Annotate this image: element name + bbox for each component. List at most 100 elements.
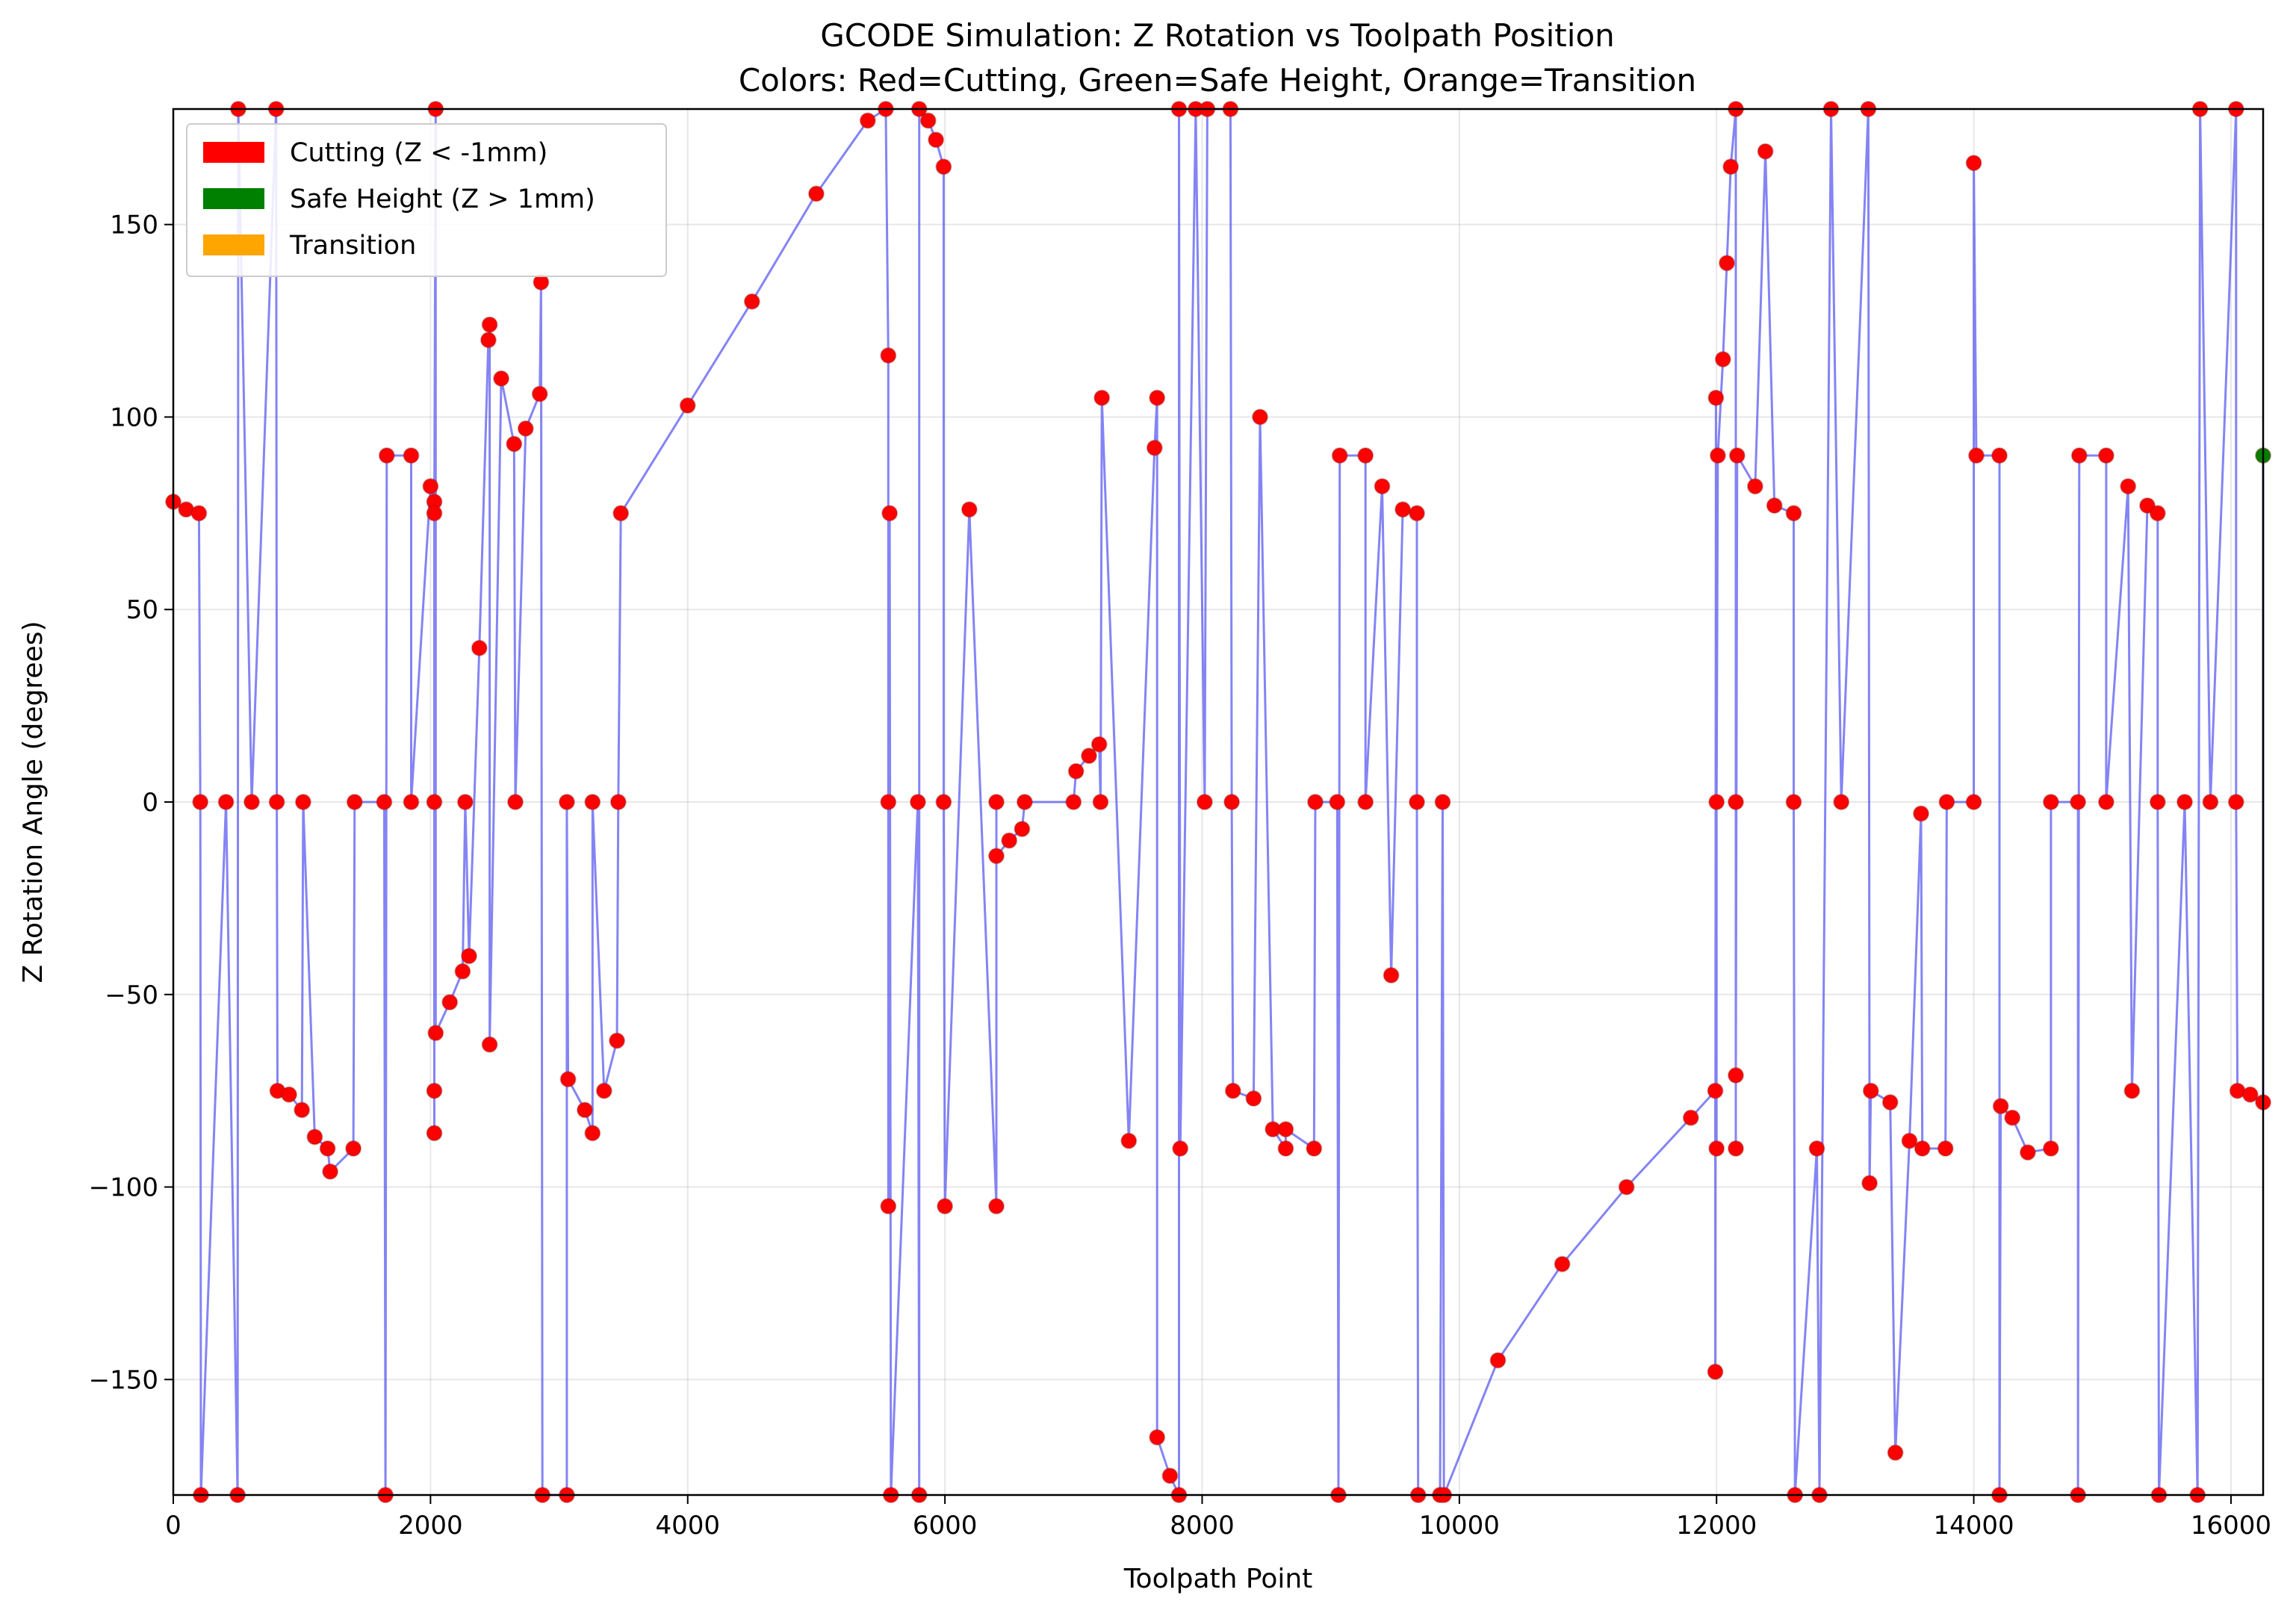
cutting-point (507, 794, 524, 810)
legend: Cutting (Z < -1mm) Safe Height (Z > 1mm)… (186, 123, 667, 277)
x-tick-label: 2000 (398, 1511, 463, 1541)
cutting-point (1618, 1178, 1635, 1196)
chart-subtitle: Colors: Red=Cutting, Green=Safe Height, … (739, 62, 1696, 99)
cutting-point (1861, 1175, 1878, 1192)
cutting-point (426, 1125, 443, 1142)
cutting-point (217, 794, 235, 810)
cutting-point (1016, 794, 1033, 810)
cutting-point (1331, 447, 1348, 464)
cutting-point (1746, 478, 1763, 495)
cutting-point (743, 293, 760, 310)
cutting-point (988, 1198, 1005, 1215)
x-tick-label: 4000 (655, 1511, 720, 1541)
cutting-point (1707, 389, 1725, 406)
cutting-point (1434, 794, 1451, 810)
cutting-point (1307, 794, 1324, 810)
cutting-point (378, 447, 395, 464)
legend-swatch-cutting (203, 142, 264, 163)
cutting-point (1913, 805, 1929, 822)
cutting-point (1938, 794, 1955, 810)
chart-title: GCODE Simulation: Z Rotation vs Toolpath… (820, 17, 1615, 54)
cutting-point (1968, 447, 1985, 464)
cutting-point (1357, 794, 1374, 810)
cutting-point (1887, 1444, 1904, 1461)
cutting-point (345, 1140, 362, 1157)
cutting-point (461, 948, 477, 965)
cutting-point (1728, 1067, 1744, 1084)
cutting-point (506, 435, 523, 453)
cutting-point (268, 794, 285, 810)
cutting-point (880, 794, 897, 810)
cutting-point (1383, 967, 1400, 983)
cutting-point (1357, 447, 1374, 464)
y-axis-ticks: −150 −100 −50 0 50 100 150 (89, 211, 173, 1395)
cutting-point (988, 794, 1005, 810)
cutting-point (807, 185, 825, 202)
cutting-point (1172, 1140, 1189, 1157)
cutting-point (612, 505, 630, 522)
cutting-point (1149, 1429, 1166, 1446)
cutting-point (1223, 794, 1241, 810)
cutting-point (294, 1101, 311, 1119)
cutting-point (456, 794, 474, 810)
y-tick-label: −150 (89, 1365, 158, 1395)
y-axis-label: Z Rotation Angle (degrees) (18, 621, 49, 983)
cutting-point (1785, 505, 1802, 522)
cutting-point (1728, 794, 1744, 810)
cutting-point (1708, 1140, 1725, 1157)
cutting-point (2123, 1082, 2141, 1099)
cutting-point (2042, 1140, 2059, 1157)
cutting-point (679, 397, 696, 414)
cutting-point (1374, 478, 1391, 495)
cutting-point (988, 848, 1005, 865)
cutting-point (909, 794, 926, 810)
cutting-point (1714, 351, 1731, 368)
cutting-point (577, 1101, 593, 1119)
cutting-point (2070, 447, 2088, 464)
cutting-point (1245, 1090, 1262, 1107)
cutting-point (1808, 1140, 1825, 1157)
cutting-point (584, 794, 601, 810)
cutting-point (471, 639, 488, 656)
cutting-point (1146, 439, 1163, 456)
cutting-point (1224, 1082, 1241, 1099)
cutting-point (1709, 447, 1726, 464)
data-points (165, 101, 2271, 1503)
cutting-point (1992, 1098, 2009, 1115)
cutting-point (1707, 1364, 1724, 1380)
y-tick-label: 50 (126, 595, 158, 625)
cutting-point (1914, 1140, 1931, 1157)
cutting-point (609, 794, 627, 810)
cutting-point (2149, 505, 2166, 522)
legend-label-cutting: Cutting (Z < -1mm) (290, 138, 547, 168)
cutting-point (1277, 1140, 1294, 1157)
legend-label-safe-height: Safe Height (Z > 1mm) (290, 184, 595, 214)
cutting-point (1014, 821, 1031, 838)
cutting-point (1707, 1082, 1724, 1099)
y-tick-label: −50 (105, 980, 158, 1010)
x-tick-label: 10000 (1419, 1511, 1500, 1541)
cutting-point (1728, 447, 1746, 464)
cutting-point (281, 1086, 297, 1103)
cutting-point (609, 1032, 625, 1049)
cutting-point (937, 1198, 954, 1215)
x-tick-label: 0 (165, 1511, 181, 1541)
cutting-point (294, 794, 311, 810)
cutting-point (1682, 1109, 1699, 1126)
cutting-point (426, 794, 443, 810)
cutting-point (426, 505, 443, 522)
cutting-point (427, 1025, 444, 1042)
x-tick-label: 6000 (913, 1511, 978, 1541)
cutting-point (1722, 158, 1740, 175)
cutting-point (480, 332, 497, 349)
cutting-point (1965, 155, 1982, 172)
y-tick-label: 0 (142, 788, 158, 818)
cutting-point (1757, 143, 1774, 160)
cutting-point (422, 478, 439, 495)
plot-area (165, 101, 2271, 1503)
cutting-point (403, 447, 420, 464)
cutting-point (859, 112, 876, 129)
cutting-point (595, 1082, 612, 1099)
cutting-point (1937, 1140, 1954, 1157)
cutting-point (306, 1128, 323, 1146)
